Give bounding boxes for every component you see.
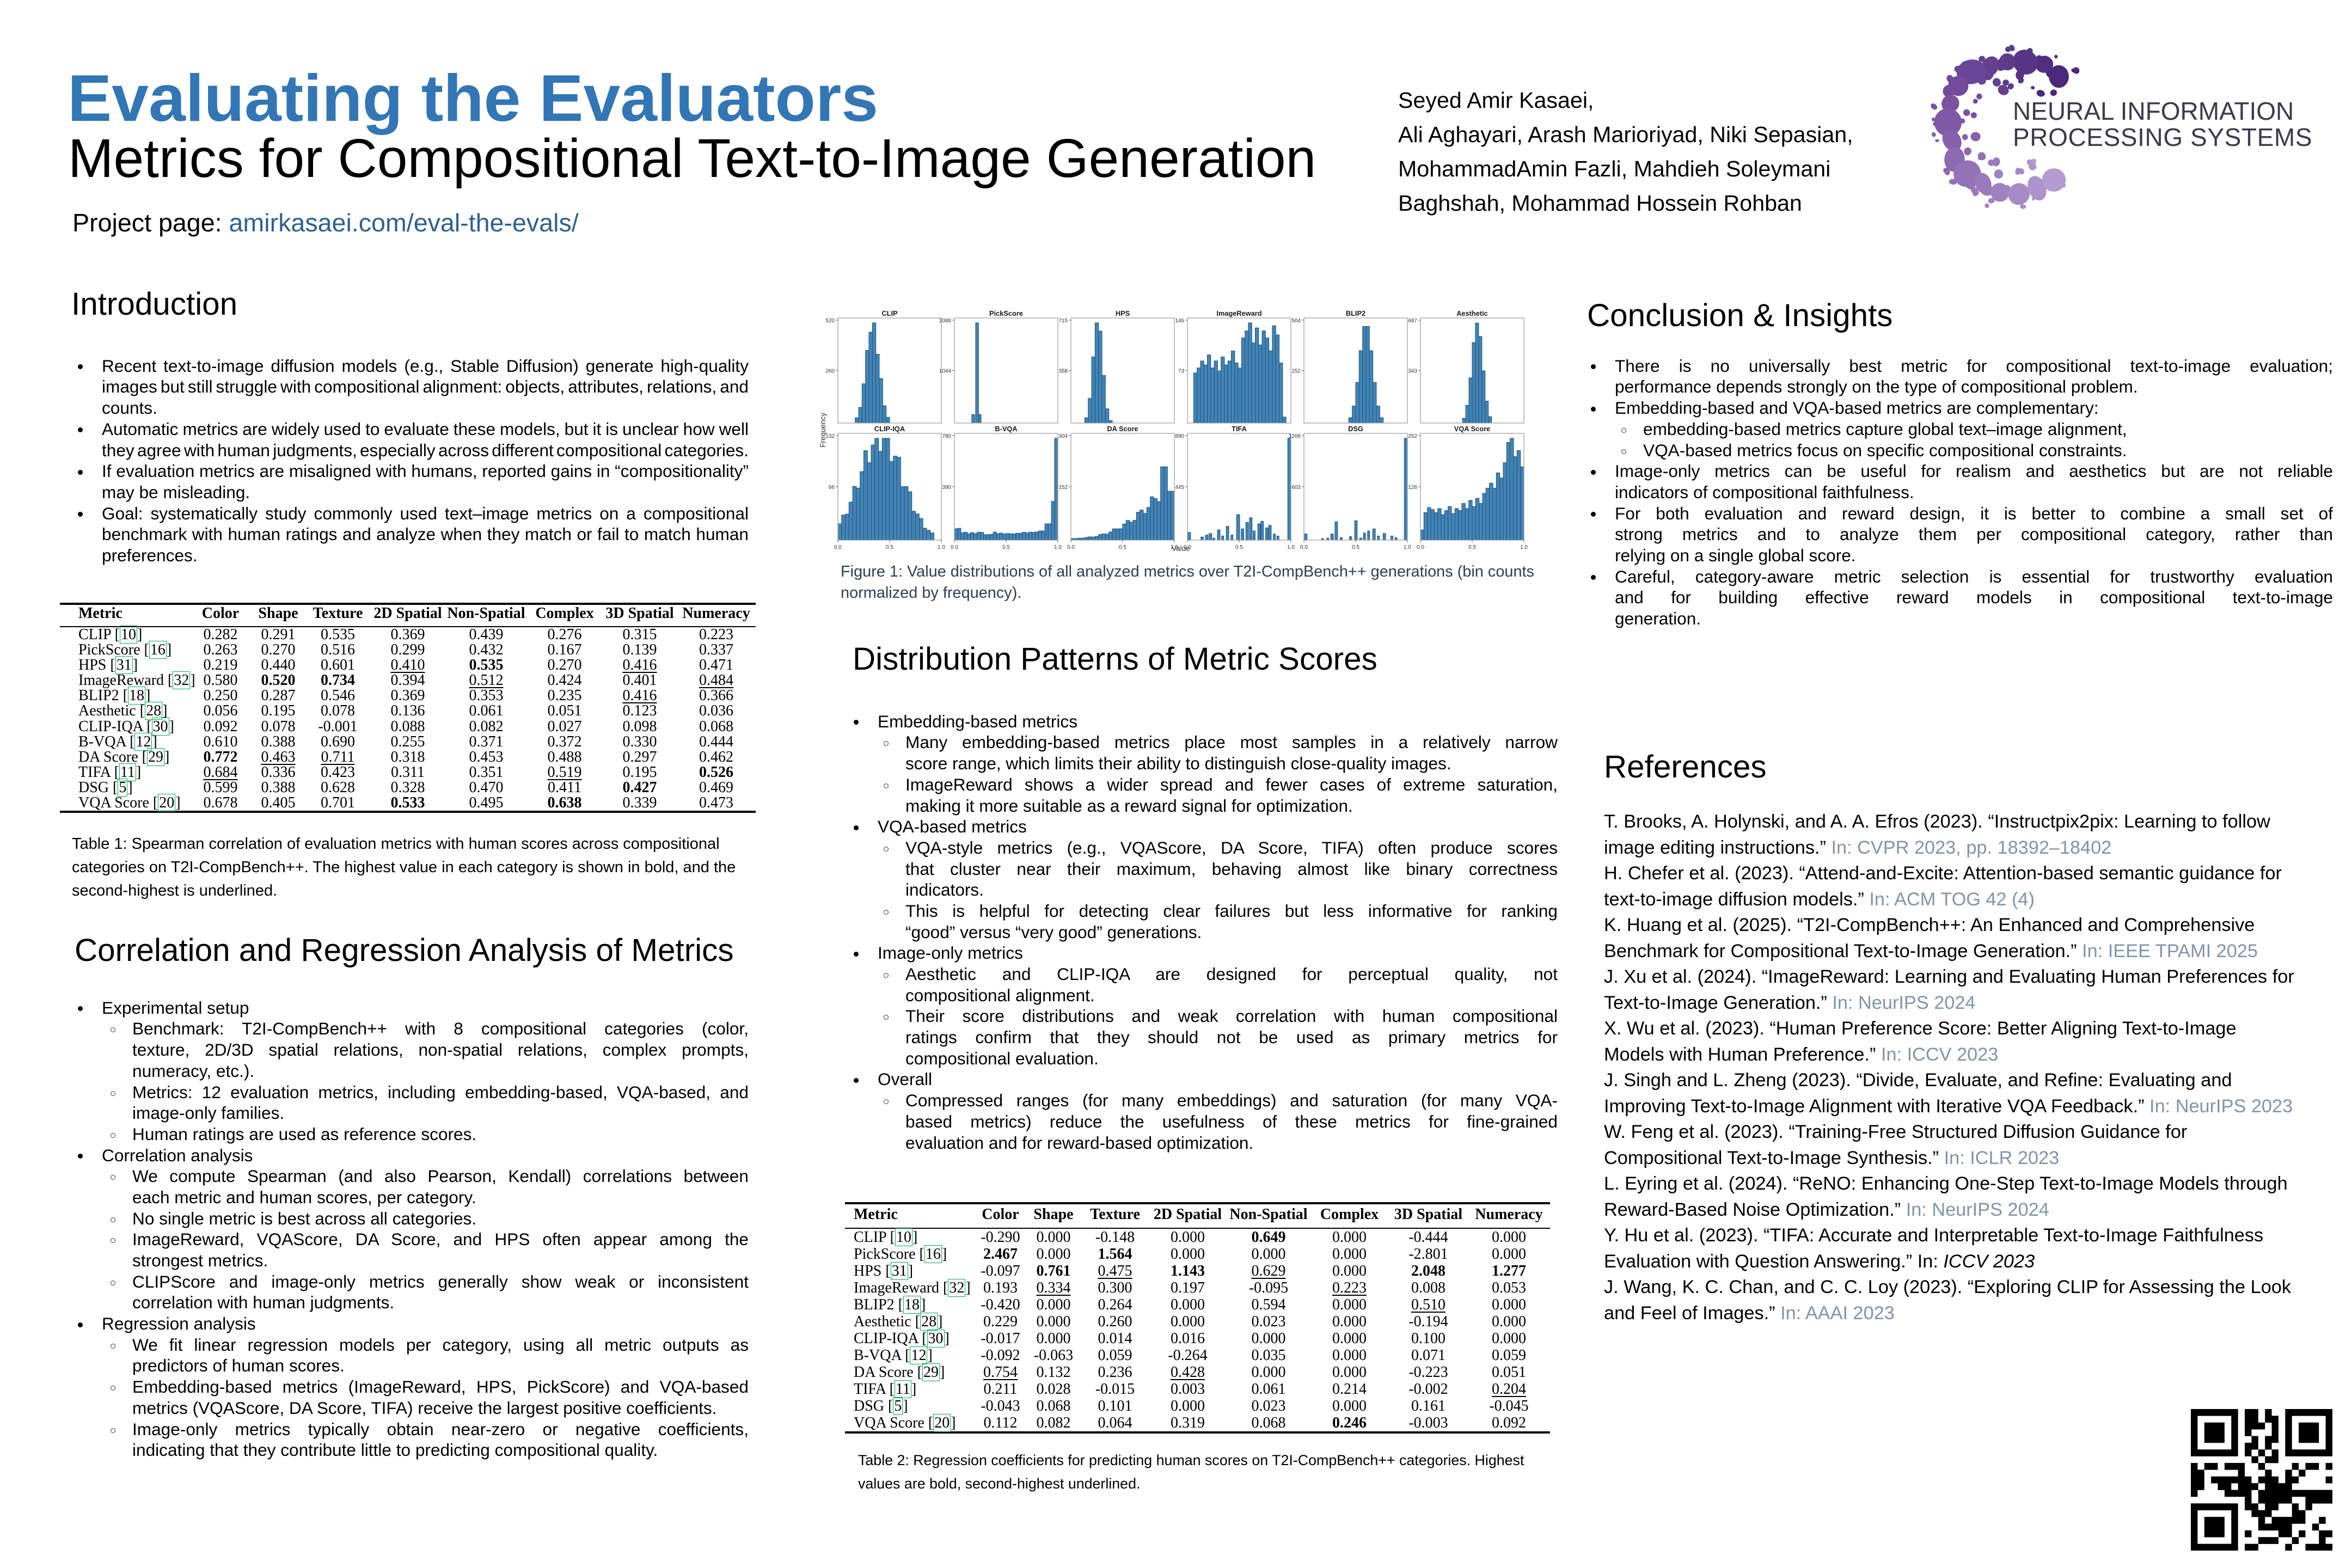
svg-text:B-VQA: B-VQA: [995, 425, 1017, 433]
svg-text:DSG: DSG: [1348, 425, 1363, 433]
svg-text:715: 715: [1058, 318, 1068, 324]
svg-text:520: 520: [825, 318, 835, 324]
svg-text:HPS: HPS: [1116, 309, 1130, 317]
svg-text:CLIP: CLIP: [881, 309, 898, 317]
svg-text:1.0: 1.0: [1287, 544, 1295, 550]
svg-text:0.5: 0.5: [1235, 544, 1243, 550]
svg-text:687: 687: [1408, 318, 1417, 324]
svg-text:0.5: 0.5: [1002, 544, 1010, 550]
svg-text:252: 252: [1408, 433, 1417, 439]
svg-text:304: 304: [1058, 433, 1068, 439]
svg-text:66: 66: [829, 485, 835, 491]
svg-text:126: 126: [1408, 485, 1417, 491]
svg-text:CLIP-IQA: CLIP-IQA: [874, 425, 905, 433]
svg-text:260: 260: [825, 369, 835, 375]
svg-text:0.0: 0.0: [1184, 544, 1191, 550]
svg-text:390: 390: [942, 485, 951, 491]
svg-text:252: 252: [1291, 369, 1301, 375]
svg-text:Frequency: Frequency: [819, 413, 827, 448]
svg-text:0.5: 0.5: [1119, 544, 1126, 550]
svg-text:ImageReward: ImageReward: [1216, 309, 1261, 317]
svg-text:BLIP2: BLIP2: [1346, 309, 1365, 317]
svg-text:0.0: 0.0: [1067, 544, 1075, 550]
svg-text:VQA Score: VQA Score: [1454, 425, 1490, 433]
svg-text:0.0: 0.0: [951, 544, 958, 550]
svg-text:0.0: 0.0: [1300, 544, 1308, 550]
svg-text:1.0: 1.0: [1404, 544, 1411, 550]
svg-text:Value: Value: [1172, 544, 1190, 553]
svg-text:0.5: 0.5: [1352, 544, 1359, 550]
svg-text:146: 146: [1175, 318, 1184, 324]
svg-text:1.0: 1.0: [938, 544, 945, 550]
svg-text:PickScore: PickScore: [989, 309, 1023, 317]
svg-text:890: 890: [1175, 433, 1184, 439]
svg-text:1.0: 1.0: [1171, 544, 1178, 550]
svg-text:2088: 2088: [939, 318, 952, 324]
svg-text:Aesthetic: Aesthetic: [1456, 309, 1488, 317]
svg-text:0.0: 0.0: [834, 544, 842, 550]
svg-text:1.0: 1.0: [1520, 544, 1528, 550]
svg-text:780: 780: [942, 433, 951, 439]
svg-text:0.5: 0.5: [886, 544, 893, 550]
svg-text:504: 504: [1291, 318, 1301, 324]
svg-text:1.0: 1.0: [1054, 544, 1062, 550]
svg-text:73: 73: [1178, 369, 1185, 375]
svg-text:132: 132: [825, 433, 835, 439]
svg-text:603: 603: [1291, 485, 1301, 491]
svg-text:358: 358: [1058, 369, 1068, 375]
svg-text:152: 152: [1058, 485, 1068, 491]
svg-text:0.0: 0.0: [1417, 544, 1424, 550]
svg-text:0.5: 0.5: [1468, 544, 1476, 550]
svg-text:DA Score: DA Score: [1107, 425, 1138, 433]
svg-text:445: 445: [1175, 485, 1184, 491]
svg-text:1206: 1206: [1289, 433, 1301, 439]
svg-text:TIFA: TIFA: [1232, 425, 1247, 433]
svg-text:1044: 1044: [939, 369, 952, 375]
svg-text:343: 343: [1408, 369, 1417, 375]
